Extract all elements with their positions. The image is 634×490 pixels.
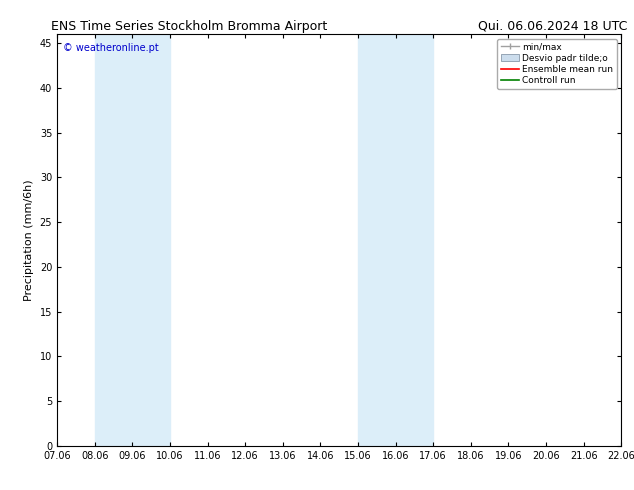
Bar: [358, 34, 433, 446]
Bar: [621, 34, 634, 446]
Text: ENS Time Series Stockholm Bromma Airport: ENS Time Series Stockholm Bromma Airport: [51, 20, 327, 33]
Legend: min/max, Desvio padr tilde;o, Ensemble mean run, Controll run: min/max, Desvio padr tilde;o, Ensemble m…: [497, 39, 617, 89]
Text: © weatheronline.pt: © weatheronline.pt: [63, 43, 158, 52]
Text: Qui. 06.06.2024 18 UTC: Qui. 06.06.2024 18 UTC: [478, 20, 628, 33]
Bar: [94, 34, 170, 446]
Y-axis label: Precipitation (mm/6h): Precipitation (mm/6h): [24, 179, 34, 301]
